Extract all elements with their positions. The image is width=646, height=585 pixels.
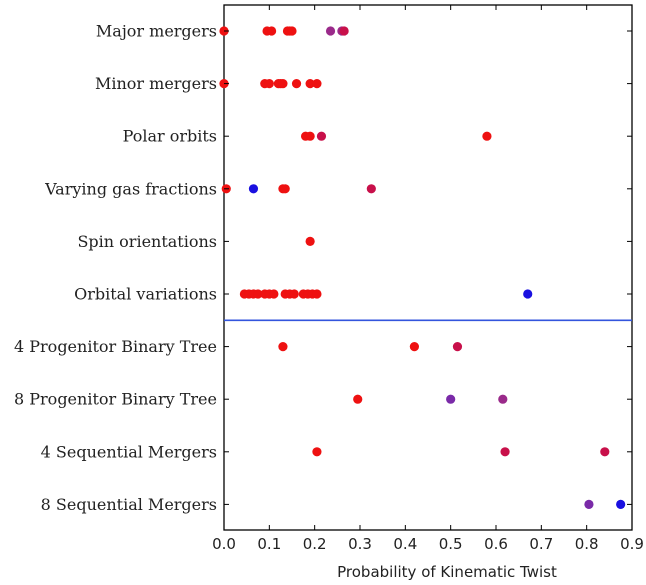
data-point bbox=[305, 79, 315, 89]
x-tick-label: 0.7 bbox=[529, 535, 553, 553]
x-tick-label: 0.4 bbox=[393, 535, 417, 553]
data-point bbox=[366, 184, 376, 194]
data-point bbox=[264, 79, 274, 89]
data-point bbox=[278, 79, 288, 89]
data-point bbox=[498, 394, 508, 404]
data-point bbox=[278, 342, 288, 352]
x-tick-label: 0.6 bbox=[484, 535, 508, 553]
data-point bbox=[452, 342, 463, 352]
data-point bbox=[287, 26, 297, 36]
data-point bbox=[269, 289, 279, 299]
x-tick-label: 0.8 bbox=[575, 535, 599, 553]
category-labels: Major mergers Minor mergers Polar orbits Va… bbox=[14, 22, 217, 514]
data-point bbox=[305, 236, 315, 246]
category-label: 8 Sequential Mergers bbox=[41, 495, 217, 514]
data-point bbox=[446, 394, 456, 404]
data-point bbox=[339, 26, 349, 36]
category-label: Varying gas fractions bbox=[44, 179, 217, 198]
category-label: Major mergers bbox=[96, 22, 217, 41]
data-point bbox=[353, 394, 363, 404]
data-point bbox=[312, 447, 322, 457]
x-tick-label: 0.2 bbox=[303, 535, 327, 553]
category-label: 8 Progenitor Binary Tree bbox=[14, 390, 217, 409]
data-point bbox=[312, 289, 322, 299]
x-axis-ticks: 0.0 0.1 0.2 0.3 0.4 0.5 0.6 0.7 0.8 0.9 bbox=[212, 5, 644, 553]
x-tick-label: 0.3 bbox=[348, 535, 372, 553]
x-tick-label: 0.0 bbox=[212, 535, 236, 553]
data-point bbox=[312, 79, 322, 89]
data-point bbox=[616, 499, 626, 509]
data-point bbox=[248, 184, 259, 194]
x-tick-label: 0.9 bbox=[620, 535, 644, 553]
category-label: Spin orientations bbox=[77, 232, 217, 251]
data-point bbox=[267, 26, 277, 36]
category-label: Minor mergers bbox=[95, 74, 217, 93]
x-tick-label: 0.1 bbox=[257, 535, 281, 553]
data-point bbox=[325, 26, 336, 36]
data-point bbox=[409, 342, 419, 352]
data-point bbox=[500, 447, 510, 457]
data-point bbox=[291, 79, 302, 89]
data-point bbox=[316, 131, 327, 141]
data-point bbox=[523, 289, 533, 299]
data-point bbox=[289, 289, 299, 299]
plot-frame bbox=[223, 4, 633, 531]
data-point bbox=[600, 447, 610, 457]
category-label: 4 Progenitor Binary Tree bbox=[14, 337, 217, 356]
data-point bbox=[280, 184, 290, 194]
data-point bbox=[253, 289, 263, 299]
x-axis-title: Probability of Kinematic Twist bbox=[337, 563, 557, 581]
data-point bbox=[584, 499, 594, 509]
data-point bbox=[305, 131, 315, 141]
x-tick-label: 0.5 bbox=[439, 535, 463, 553]
category-label: 4 Sequential Mergers bbox=[41, 442, 217, 461]
data-point bbox=[482, 131, 492, 141]
plot-area bbox=[219, 4, 633, 531]
category-label: Orbital variations bbox=[74, 285, 217, 304]
category-label: Polar orbits bbox=[123, 127, 217, 146]
